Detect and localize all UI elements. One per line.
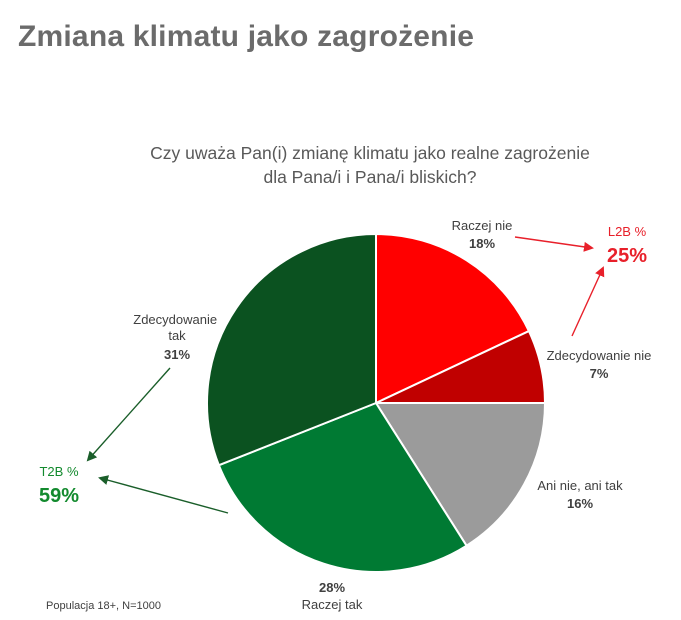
pie-slice-zdecydowanie-tak [206, 232, 377, 467]
chart-title-line-1: Czy uważa Pan(i) zmianę klimatu jako rea… [150, 143, 590, 163]
t2b-value: 59% [39, 485, 79, 507]
slice-value-raczej-nie: 18% [469, 236, 495, 251]
pie-slice-ani-nie-ani-tak [374, 402, 547, 548]
pie-slices [206, 232, 547, 573]
slice-value-raczej-tak: 28% [319, 580, 345, 595]
slice-label-zdecydowanie-tak-text-line2: tak [168, 328, 186, 343]
footnote: Populacja 18+, N=1000 [46, 600, 161, 612]
l2b-label: L2B % [608, 224, 647, 239]
arrow-raczej-tak-to-t2b [98, 475, 229, 514]
slice-label-zdecydowanie-tak-text: Zdecydowanie [133, 312, 217, 327]
pie-slice-raczej-nie [375, 232, 531, 405]
t2b-label: T2B % [39, 464, 78, 479]
l2b-value: 25% [607, 245, 647, 267]
slice-value-ani-nie-ani-tak: 16% [567, 496, 593, 511]
slice-label-raczej-nie: Raczej nie [452, 218, 513, 233]
slice-value-zdecydowanie-nie: 7% [590, 366, 609, 381]
page-title: Zmiana klimatu jako zagrożenie [18, 20, 475, 53]
slice-label-raczej-tak: Raczej tak [302, 597, 363, 612]
slice-label-zdecydowanie-tak: Zdecydowanie tak [133, 312, 220, 343]
arrow-zdecydowanie-tak-to-t2b [86, 367, 171, 462]
arrow-raczej-nie-to-l2b [514, 236, 594, 252]
slice-label-zdecydowanie-nie: Zdecydowanie nie [547, 348, 652, 363]
slice-value-zdecydowanie-tak: 31% [164, 347, 190, 362]
slice-label-ani-nie-ani-tak: Ani nie, ani tak [537, 478, 623, 493]
pie-slice-raczej-tak [217, 401, 468, 573]
chart-title: Czy uważa Pan(i) zmianę klimatu jako rea… [110, 141, 630, 189]
chart-title-line-2: dla Pana/i i Pana/i bliskich? [263, 167, 477, 187]
arrow-zdecydowanie-nie-to-l2b [571, 266, 605, 337]
